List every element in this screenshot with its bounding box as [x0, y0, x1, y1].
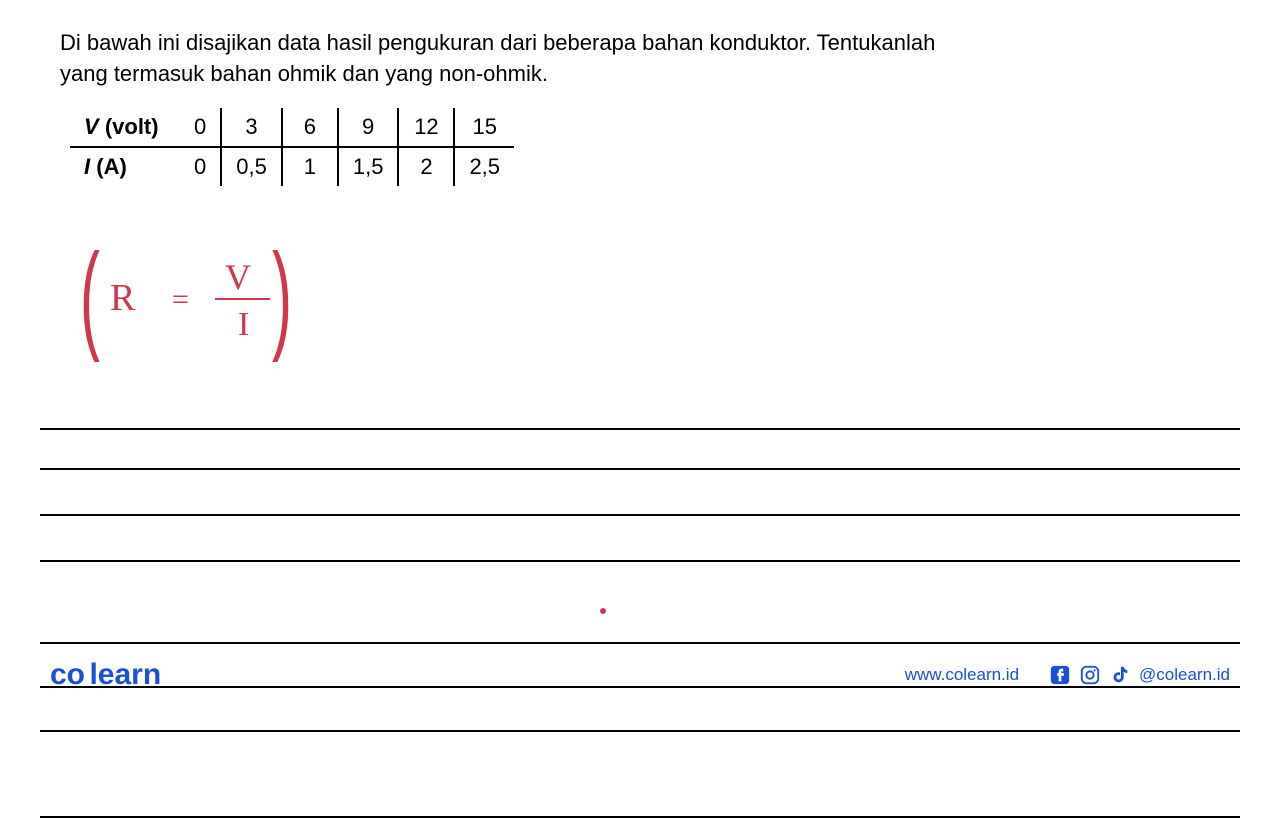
content-area: Di bawah ini disajikan data hasil penguk… [0, 0, 1280, 186]
data-table: V (volt) 0 3 6 9 12 15 I (A) 0 0,5 1 1,5… [70, 108, 514, 186]
current-cell: 0,5 [221, 147, 282, 186]
question-text: Di bawah ini disajikan data hasil penguk… [60, 28, 1220, 90]
current-cell: 2,5 [454, 147, 514, 186]
current-cell: 0 [180, 147, 221, 186]
variable-v: V [225, 256, 251, 298]
voltage-cell: 9 [338, 108, 399, 147]
current-cell: 2 [398, 147, 454, 186]
tiktok-icon [1109, 664, 1131, 686]
question-line-2: yang termasuk bahan ohmik dan yang non-o… [60, 61, 548, 86]
ruled-line [40, 560, 1240, 562]
current-cell: 1,5 [338, 147, 399, 186]
footer: co learn www.colearn.id @colearn.id [0, 650, 1280, 720]
handwritten-formula: ( R = V I ) [90, 248, 290, 368]
logo-co: co [50, 658, 85, 691]
table-row-current: I (A) 0 0,5 1 1,5 2 2,5 [70, 147, 514, 186]
voltage-cell: 0 [180, 108, 221, 147]
social-links: @colearn.id [1049, 664, 1230, 686]
ruled-line [40, 428, 1240, 430]
paren-left: ( [80, 236, 100, 356]
ruled-line [40, 730, 1240, 732]
footer-right: www.colearn.id @colearn.id [905, 664, 1230, 686]
facebook-icon [1049, 664, 1071, 686]
ruled-line [40, 514, 1240, 516]
voltage-cell: 15 [454, 108, 514, 147]
social-handle: @colearn.id [1139, 665, 1230, 685]
equals-sign: = [172, 283, 189, 317]
paren-right: ) [272, 236, 292, 356]
website-url: www.colearn.id [905, 665, 1019, 685]
voltage-header: V (volt) [70, 108, 180, 147]
current-header: I (A) [70, 147, 180, 186]
instagram-icon [1079, 664, 1101, 686]
voltage-cell: 12 [398, 108, 454, 147]
brand-logo: co learn [50, 658, 161, 692]
variable-i: I [238, 306, 249, 344]
voltage-cell: 6 [282, 108, 338, 147]
cursor-dot [600, 608, 606, 614]
ruled-line [40, 816, 1240, 818]
fraction-line [215, 298, 270, 300]
voltage-cell: 3 [221, 108, 282, 147]
current-cell: 1 [282, 147, 338, 186]
ruled-line [40, 468, 1240, 470]
variable-r: R [110, 276, 135, 320]
table-row-voltage: V (volt) 0 3 6 9 12 15 [70, 108, 514, 147]
logo-learn: learn [89, 658, 161, 691]
ruled-line [40, 642, 1240, 644]
question-line-1: Di bawah ini disajikan data hasil penguk… [60, 30, 935, 55]
